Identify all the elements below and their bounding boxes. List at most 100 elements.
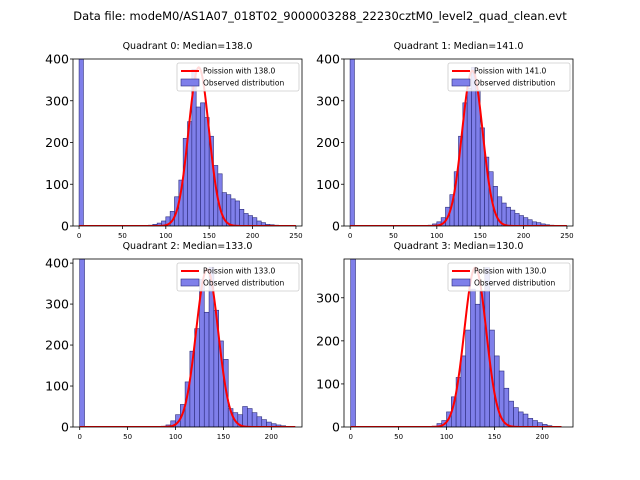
panel-title: Quadrant 2: Median=133.0 bbox=[123, 241, 253, 252]
x-tick-label: 250 bbox=[560, 232, 573, 240]
histogram-bar bbox=[200, 102, 206, 226]
legend-observed-label: Observed distribution bbox=[474, 79, 555, 88]
x-tick-label: 0 bbox=[77, 232, 81, 240]
y-tick-label: 0 bbox=[61, 219, 69, 234]
x-tick-label: 100 bbox=[430, 232, 443, 240]
histogram-bar bbox=[518, 411, 524, 427]
histogram-bar bbox=[256, 416, 263, 427]
legend-poisson-label: Poission with 141.0 bbox=[474, 67, 547, 76]
histogram-bar bbox=[460, 355, 466, 427]
histogram-bar bbox=[251, 412, 258, 427]
y-tick-label: 0 bbox=[61, 420, 69, 435]
histogram-bar bbox=[243, 213, 249, 226]
y-tick-label: 400 bbox=[45, 256, 69, 271]
plot-area bbox=[78, 59, 296, 226]
histogram-bar bbox=[242, 406, 248, 427]
y-tick-label: 100 bbox=[45, 379, 69, 394]
x-tick-label: 0 bbox=[348, 232, 352, 240]
x-tick-label: 200 bbox=[265, 433, 278, 441]
histogram-bar bbox=[466, 87, 472, 226]
y-tick-label: 100 bbox=[316, 177, 340, 192]
poisson-curve bbox=[350, 69, 567, 226]
histogram-bar bbox=[350, 259, 356, 427]
x-tick-label: 50 bbox=[389, 232, 398, 240]
legend: Poission with 141.0 Observed distribution bbox=[447, 62, 571, 92]
y-tick-label: 300 bbox=[316, 290, 340, 305]
legend-observed-label: Observed distribution bbox=[203, 79, 284, 88]
axes-frame bbox=[343, 258, 574, 428]
y-tick-label: 200 bbox=[45, 338, 69, 353]
histogram-bar bbox=[230, 198, 236, 226]
histogram-bar bbox=[78, 59, 84, 226]
histogram-bar bbox=[465, 329, 471, 427]
y-tick-label: 200 bbox=[45, 135, 69, 150]
histogram-bar bbox=[195, 106, 201, 226]
poisson-curve bbox=[79, 268, 296, 427]
x-tick-label: 0 bbox=[77, 433, 81, 441]
histogram-bar bbox=[79, 259, 85, 427]
x-tick-label: 200 bbox=[246, 232, 259, 240]
legend-observed-swatch bbox=[451, 278, 471, 287]
x-tick-label: 100 bbox=[169, 433, 182, 441]
y-tick-label: 100 bbox=[316, 376, 340, 391]
legend-poisson-label: Poission with 138.0 bbox=[203, 67, 276, 76]
legend: Poission with 138.0 Observed distribution bbox=[176, 62, 300, 92]
histogram-bar bbox=[226, 194, 232, 226]
figure-title: Data file: modeM0/AS1A07_018T02_90000032… bbox=[73, 9, 567, 23]
y-tick-label: 200 bbox=[316, 135, 340, 150]
histogram-bar bbox=[523, 217, 529, 226]
x-tick-label: 50 bbox=[123, 433, 132, 441]
plot-area bbox=[349, 59, 567, 226]
histogram-bar bbox=[505, 206, 511, 226]
x-tick-label: 150 bbox=[217, 433, 230, 441]
histogram-bar bbox=[503, 387, 510, 427]
legend-observed-label: Observed distribution bbox=[203, 279, 284, 288]
histogram-bar bbox=[474, 303, 481, 427]
histogram-bar bbox=[203, 311, 210, 427]
legend-box bbox=[447, 62, 571, 92]
histogram-bar bbox=[261, 419, 267, 427]
histogram-bar bbox=[508, 400, 514, 427]
histogram-bar bbox=[518, 215, 524, 226]
y-tick-label: 400 bbox=[316, 52, 340, 67]
histogram-bar bbox=[349, 59, 355, 226]
histogram-bar bbox=[514, 213, 520, 226]
legend-observed-swatch bbox=[180, 78, 200, 87]
axes-frame bbox=[72, 258, 303, 428]
histogram-bar bbox=[510, 209, 516, 226]
x-tick-label: 100 bbox=[159, 232, 172, 240]
histogram-bar bbox=[247, 408, 253, 427]
quadrant-0-chart: 0 50 100 150 200 250 0 100 200 300 400 Quadrant 0: … bbox=[45, 41, 302, 240]
panel-title: Quadrant 3: Median=130.0 bbox=[394, 241, 524, 252]
quadrant-3-chart: 0 50 100 150 200 0 100 200 300 Quadrant 3: Median… bbox=[316, 241, 574, 441]
y-tick-label: 300 bbox=[45, 297, 69, 312]
histogram-bar bbox=[527, 418, 534, 427]
x-tick-label: 200 bbox=[517, 232, 530, 240]
histogram-bar bbox=[513, 407, 519, 427]
legend: Poission with 130.0 Observed distribution bbox=[447, 262, 571, 292]
y-tick-label: 0 bbox=[332, 420, 340, 435]
legend-poisson-label: Poission with 133.0 bbox=[203, 267, 276, 276]
quadrant-1-chart: 0 50 100 150 200 250 0 100 200 300 400 Quadrant 1: … bbox=[316, 41, 573, 240]
histogram-bar bbox=[470, 288, 476, 427]
poisson-curve bbox=[79, 66, 296, 226]
legend-box bbox=[176, 62, 300, 92]
legend-box bbox=[176, 262, 300, 292]
panel-title: Quadrant 1: Median=141.0 bbox=[394, 41, 524, 52]
x-tick-label: 250 bbox=[289, 232, 302, 240]
histogram-bar bbox=[239, 209, 245, 226]
x-tick-label: 0 bbox=[348, 433, 352, 441]
panel-title: Quadrant 0: Median=138.0 bbox=[123, 41, 253, 52]
y-tick-label: 300 bbox=[45, 93, 69, 108]
y-tick-label: 200 bbox=[316, 333, 340, 348]
y-tick-label: 0 bbox=[332, 219, 340, 234]
histogram-bar bbox=[501, 202, 507, 226]
histogram-bar bbox=[252, 217, 258, 226]
x-tick-label: 150 bbox=[202, 232, 215, 240]
quadrant-2-chart: 0 50 100 150 200 0 100 200 300 400 Quadrant 2: Med… bbox=[45, 241, 303, 441]
x-tick-label: 150 bbox=[488, 433, 501, 441]
poisson-curve bbox=[350, 266, 562, 427]
x-tick-label: 50 bbox=[118, 232, 127, 240]
histogram-bar bbox=[522, 413, 529, 427]
